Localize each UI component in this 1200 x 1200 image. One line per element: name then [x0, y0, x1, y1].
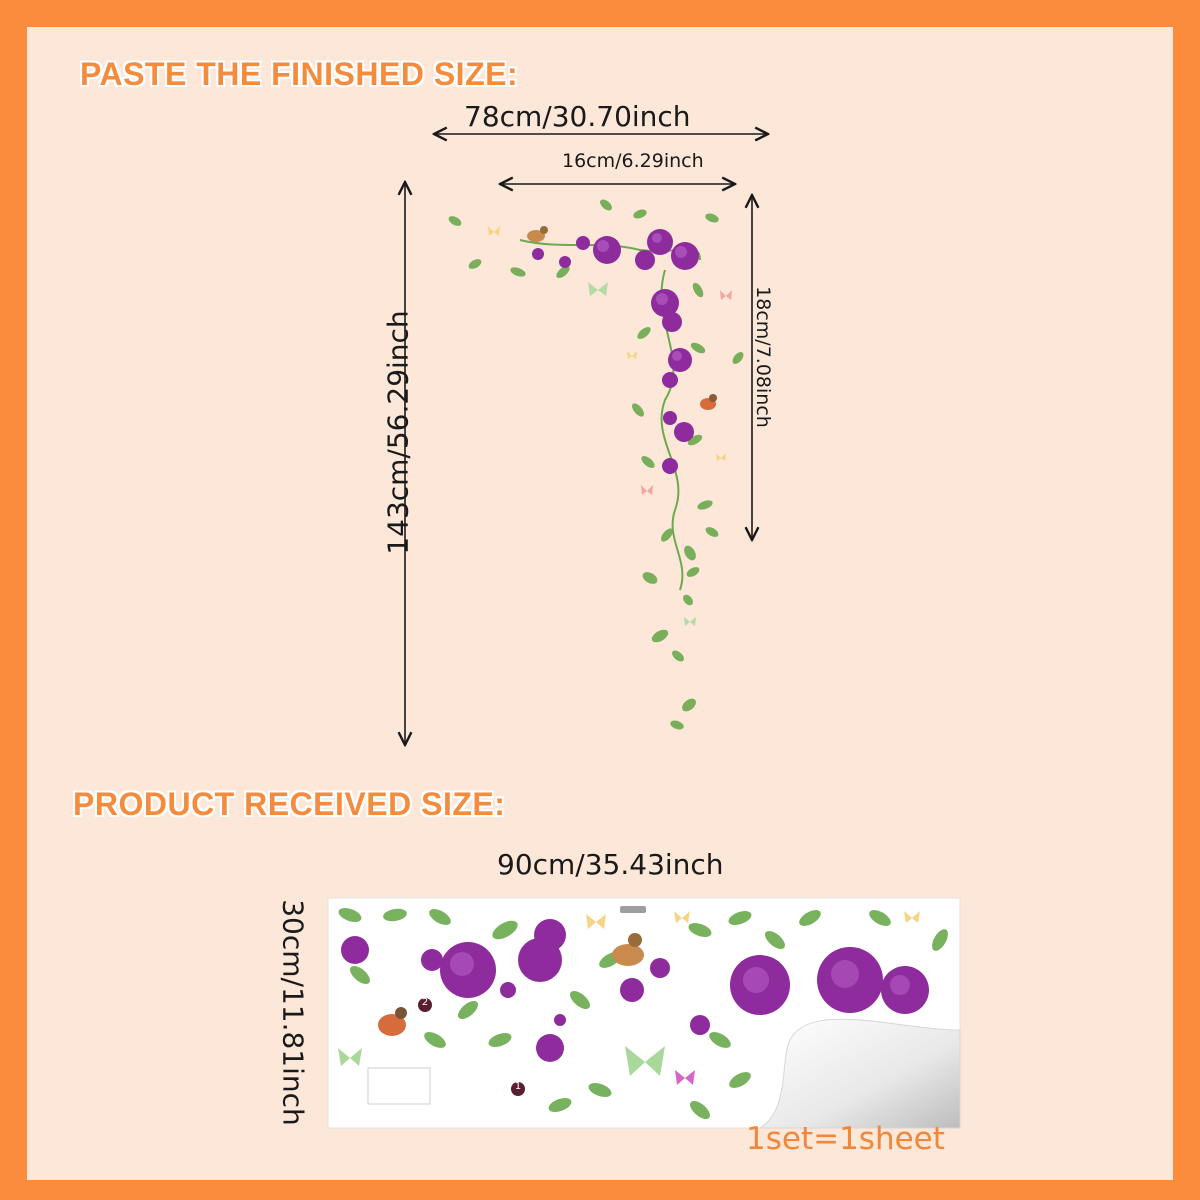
yellow-butterflies [488, 226, 726, 461]
sheet-rose-highlights [450, 952, 910, 995]
pink-butterflies [641, 290, 732, 495]
badge-2-label: 2 [421, 997, 429, 1008]
badge-1-label: 1 [514, 1081, 522, 1092]
rose-highlights [597, 233, 687, 361]
received-size-heading: PRODUCT RECEIVED SIZE: [73, 786, 506, 822]
sheet-leaves [338, 908, 948, 1119]
sheet-peel-curl [758, 1018, 961, 1129]
corner-width-label: 16cm/6.29inch [562, 150, 704, 172]
butterflies [588, 282, 696, 626]
set-count-note: 1set=1sheet [746, 1121, 945, 1157]
sheet-butterflies [338, 911, 920, 1085]
badge-2-circle [418, 998, 432, 1012]
sheet-width-label: 90cm/35.43inch [497, 848, 724, 881]
vine-leaves [448, 199, 744, 730]
total-width-label: 78cm/30.70inch [464, 100, 691, 133]
sheet-birds [378, 933, 644, 1036]
sheet-label-tag [620, 906, 646, 913]
birds [527, 226, 717, 410]
badge-1-circle [511, 1082, 525, 1096]
finished-size-heading: PASTE THE FINISHED SIZE: [80, 56, 519, 92]
sheet-preview-thumb [367, 1067, 431, 1105]
